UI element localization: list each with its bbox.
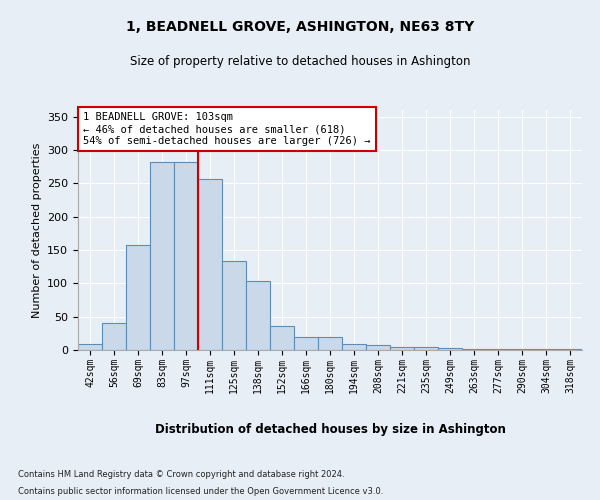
Text: Distribution of detached houses by size in Ashington: Distribution of detached houses by size …: [155, 422, 505, 436]
Bar: [366, 346, 390, 350]
Bar: [390, 346, 414, 350]
Bar: [102, 322, 126, 350]
Bar: [78, 344, 102, 350]
Bar: [126, 244, 150, 350]
Bar: [462, 348, 486, 350]
Bar: [558, 348, 582, 350]
Bar: [534, 348, 558, 350]
Text: 1 BEADNELL GROVE: 103sqm
← 46% of detached houses are smaller (618)
54% of semi-: 1 BEADNELL GROVE: 103sqm ← 46% of detach…: [83, 112, 371, 146]
Text: Contains HM Land Registry data © Crown copyright and database right 2024.: Contains HM Land Registry data © Crown c…: [18, 470, 344, 479]
Bar: [438, 348, 462, 350]
Bar: [222, 262, 246, 350]
Bar: [294, 338, 318, 350]
Bar: [270, 326, 294, 350]
Text: Size of property relative to detached houses in Ashington: Size of property relative to detached ho…: [130, 55, 470, 68]
Bar: [342, 344, 366, 350]
Bar: [414, 348, 438, 350]
Text: 1, BEADNELL GROVE, ASHINGTON, NE63 8TY: 1, BEADNELL GROVE, ASHINGTON, NE63 8TY: [126, 20, 474, 34]
Bar: [150, 162, 174, 350]
Bar: [318, 336, 342, 350]
Bar: [174, 162, 198, 350]
Bar: [198, 180, 222, 350]
Text: Contains public sector information licensed under the Open Government Licence v3: Contains public sector information licen…: [18, 488, 383, 496]
Bar: [486, 348, 510, 350]
Y-axis label: Number of detached properties: Number of detached properties: [32, 142, 41, 318]
Bar: [246, 282, 270, 350]
